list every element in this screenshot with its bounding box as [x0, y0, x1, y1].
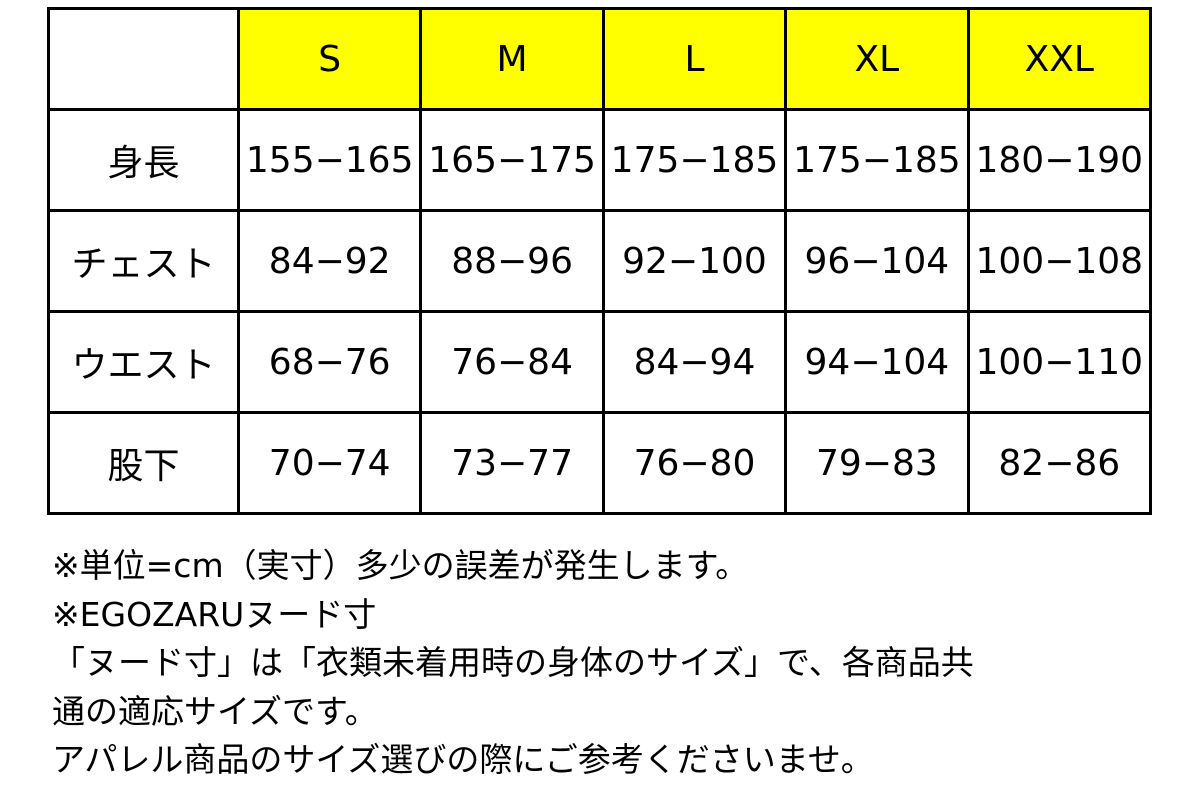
table-row: ウエスト 68−76 76−84 84−94 94−104 100−110	[47, 310, 1153, 414]
size-value: 165−175	[419, 108, 605, 212]
size-value: 84−94	[601, 310, 788, 414]
size-value: 92−100	[601, 209, 788, 313]
size-value: 100−108	[966, 209, 1153, 313]
size-value: 96−104	[784, 209, 970, 313]
row-label: チェスト	[47, 209, 240, 313]
size-value: 73−77	[419, 411, 605, 515]
size-value: 70−74	[236, 411, 423, 515]
note-line: アパレル商品のサイズ選びの際にご参考くださいませ。	[52, 740, 874, 779]
size-value: 100−110	[966, 310, 1153, 414]
size-value: 94−104	[784, 310, 970, 414]
size-value: 76−84	[419, 310, 605, 414]
note-line: ※EGOZARUヌード寸	[52, 594, 377, 634]
size-value: 68−76	[236, 310, 423, 414]
size-value: 175−185	[784, 108, 970, 212]
size-header: XXL	[966, 7, 1153, 111]
header-row: S M L XL XXL	[47, 7, 1153, 111]
size-value: 155−165	[236, 108, 423, 212]
table-row: 股下 70−74 73−77 76−80 79−83 82−86	[47, 411, 1153, 515]
size-header: XL	[784, 7, 970, 111]
notes: ※単位=cm（実寸）多少の誤差が発生します。 ※EGOZARUヌード寸「ヌード寸」…	[52, 542, 974, 785]
row-label: 身長	[47, 108, 240, 212]
size-header: L	[601, 7, 788, 111]
note-line: ※単位=cm（実寸）多少の誤差が発生します。	[52, 546, 749, 585]
size-value: 82−86	[966, 411, 1153, 515]
row-label: 股下	[47, 411, 240, 515]
size-value: 76−80	[601, 411, 788, 515]
note-line: 「ヌード寸」は「衣類未着用時の身体のサイズ」で、各商品共	[52, 643, 974, 682]
note-line: 通の適応サイズです。	[52, 691, 378, 731]
row-label: ウエスト	[47, 310, 240, 414]
size-value: 180−190	[966, 108, 1153, 212]
size-header: M	[419, 7, 605, 111]
size-value: 84−92	[236, 209, 423, 313]
table-row: チェスト 84−92 88−96 92−100 96−104 100−108	[47, 209, 1153, 313]
table-row: 身長 155−165 165−175 175−185 175−185 180−190	[47, 108, 1153, 212]
size-value: 79−83	[784, 411, 970, 515]
size-value: 88−96	[419, 209, 605, 313]
size-value: 175−185	[601, 108, 788, 212]
size-header: S	[236, 7, 423, 111]
corner-cell	[47, 7, 240, 111]
size-table: S M L XL XXL 身長 155−165 165−175 175−185 175−185 1…	[47, 7, 1153, 515]
